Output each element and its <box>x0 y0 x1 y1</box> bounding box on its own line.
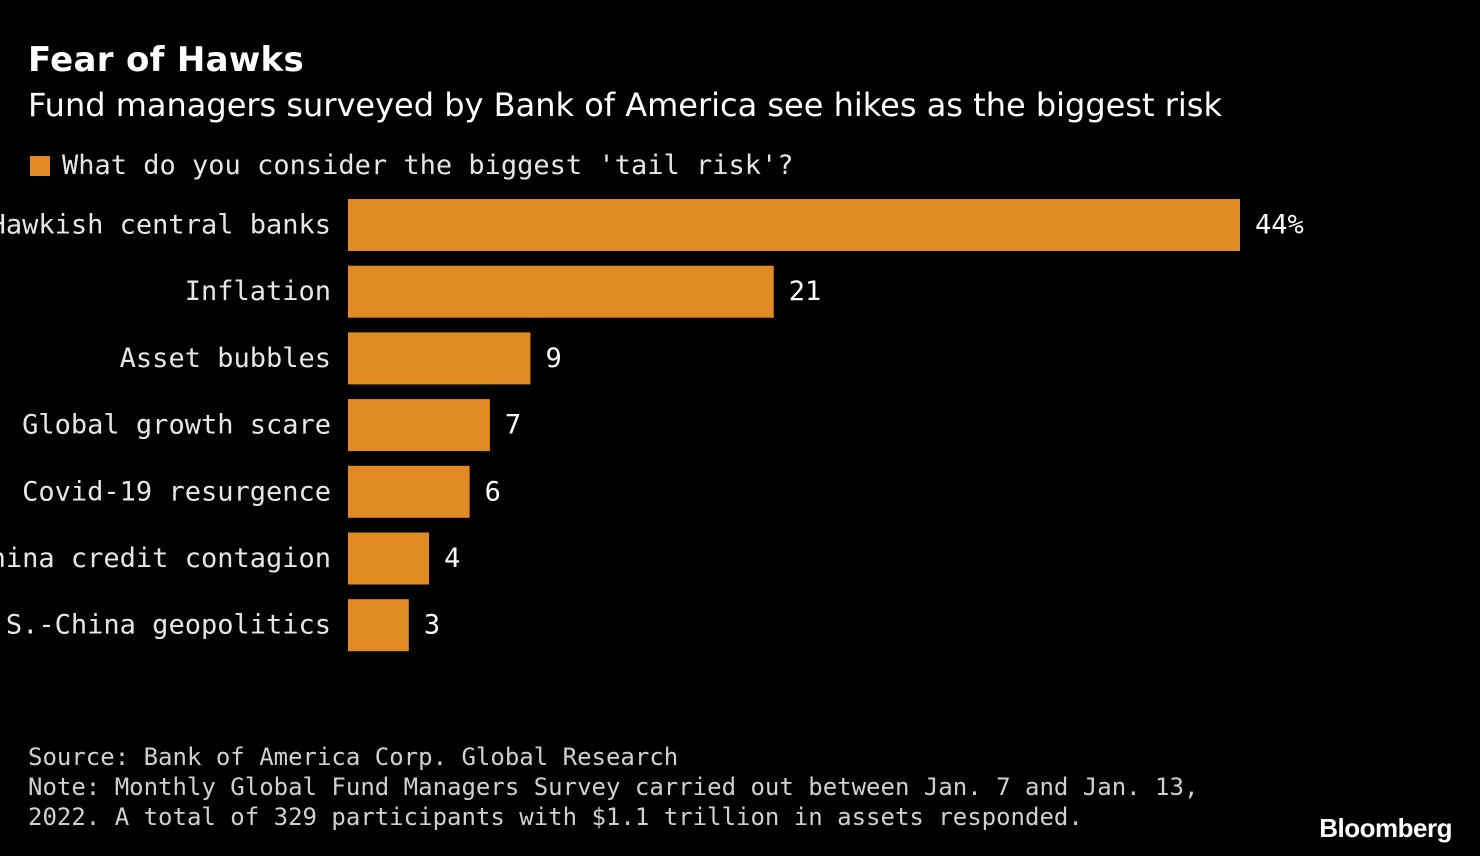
category-label: Global growth scare <box>22 410 331 441</box>
category-label: Hawkish central banks <box>0 210 331 241</box>
bar <box>348 599 409 652</box>
chart-subtitle: Fund managers surveyed by Bank of Americ… <box>28 86 1222 124</box>
value-label: 44% <box>1255 210 1304 241</box>
category-label: Covid-19 resurgence <box>22 476 331 507</box>
bar-chart: Hawkish central banks 44% Inflation 21 Asset… <box>0 199 1304 652</box>
category-label: Asset bubbles <box>120 343 331 374</box>
bar <box>348 532 430 585</box>
legend-swatch <box>30 155 50 176</box>
value-label: 21 <box>789 276 822 307</box>
chart-title: Fear of Hawks <box>28 40 304 80</box>
footer: Source: Bank of America Corp. Global Res… <box>28 742 1258 832</box>
value-label: 6 <box>485 476 501 507</box>
bar <box>348 465 470 518</box>
value-label: 7 <box>505 410 521 441</box>
legend-label: What do you consider the biggest 'tail r… <box>62 150 794 181</box>
bar <box>348 265 774 318</box>
source-note: Source: Bank of America Corp. Global Res… <box>28 743 679 771</box>
bar <box>348 199 1240 251</box>
value-label: 4 <box>444 543 460 574</box>
survey-note: Note: Monthly Global Fund Managers Surve… <box>28 773 1199 831</box>
category-label: Inflation <box>185 276 331 307</box>
category-label: China credit contagion <box>0 543 331 574</box>
value-label: 3 <box>424 610 440 641</box>
category-label: U.S.-China geopolitics <box>0 610 331 641</box>
bar <box>348 399 490 452</box>
bloomberg-logo: Bloomberg <box>1319 813 1452 843</box>
value-label: 9 <box>545 343 561 374</box>
bar <box>348 332 531 385</box>
legend: What do you consider the biggest 'tail r… <box>30 150 794 181</box>
